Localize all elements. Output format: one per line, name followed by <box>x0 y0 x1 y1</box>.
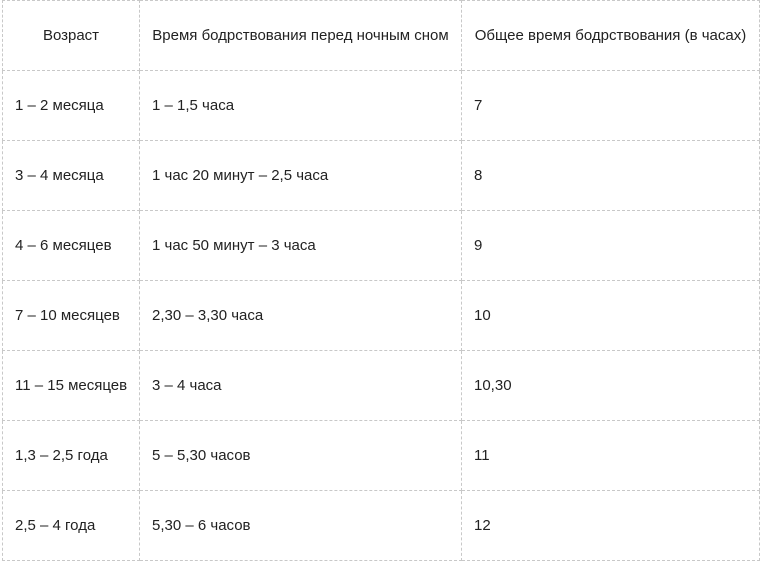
table-row: 1,3 – 2,5 года 5 – 5,30 часов 11 <box>2 420 760 491</box>
table-cell: 10,30 <box>461 350 760 421</box>
table-cell: 5 – 5,30 часов <box>139 420 462 491</box>
table-cell: 3 – 4 часа <box>139 350 462 421</box>
table-cell: 1,3 – 2,5 года <box>2 420 140 491</box>
table-row: 1 – 2 месяца 1 – 1,5 часа 7 <box>2 70 760 141</box>
table-cell: 1 – 1,5 часа <box>139 70 462 141</box>
table-cell: 12 <box>461 490 760 561</box>
table-row: 2,5 – 4 года 5,30 – 6 часов 12 <box>2 490 760 561</box>
header-cell: Возраст <box>2 0 140 71</box>
table-body: 1 – 2 месяца 1 – 1,5 часа 7 3 – 4 месяца 1 ч… <box>2 70 760 561</box>
table-cell: 5,30 – 6 часов <box>139 490 462 561</box>
table-cell: 11 – 15 месяцев <box>2 350 140 421</box>
table-header: Возраст Время бодрствования перед ночным … <box>2 0 760 71</box>
table-cell: 4 – 6 месяцев <box>2 210 140 281</box>
table-cell: 7 – 10 месяцев <box>2 280 140 351</box>
table-row: 7 – 10 месяцев 2,30 – 3,30 часа 10 <box>2 280 760 351</box>
table-cell: 3 – 4 месяца <box>2 140 140 211</box>
table-row: 11 – 15 месяцев 3 – 4 часа 10,30 <box>2 350 760 421</box>
table-cell: 9 <box>461 210 760 281</box>
table-cell: 1 час 20 минут – 2,5 часа <box>139 140 462 211</box>
header-row: Возраст Время бодрствования перед ночным … <box>2 0 760 71</box>
header-cell: Время бодрствования перед ночным сном <box>139 0 462 71</box>
table-cell: 11 <box>461 420 760 491</box>
header-cell: Общее время бодрствования (в часах) <box>461 0 760 71</box>
table-cell: 2,5 – 4 года <box>2 490 140 561</box>
table-row: 4 – 6 месяцев 1 час 50 минут – 3 часа 9 <box>2 210 760 281</box>
table-cell: 1 – 2 месяца <box>2 70 140 141</box>
table-cell: 7 <box>461 70 760 141</box>
table-cell: 8 <box>461 140 760 211</box>
table-row: 3 – 4 месяца 1 час 20 минут – 2,5 часа 8 <box>2 140 760 211</box>
table-cell: 2,30 – 3,30 часа <box>139 280 462 351</box>
table-cell: 10 <box>461 280 760 351</box>
table-cell: 1 час 50 минут – 3 часа <box>139 210 462 281</box>
